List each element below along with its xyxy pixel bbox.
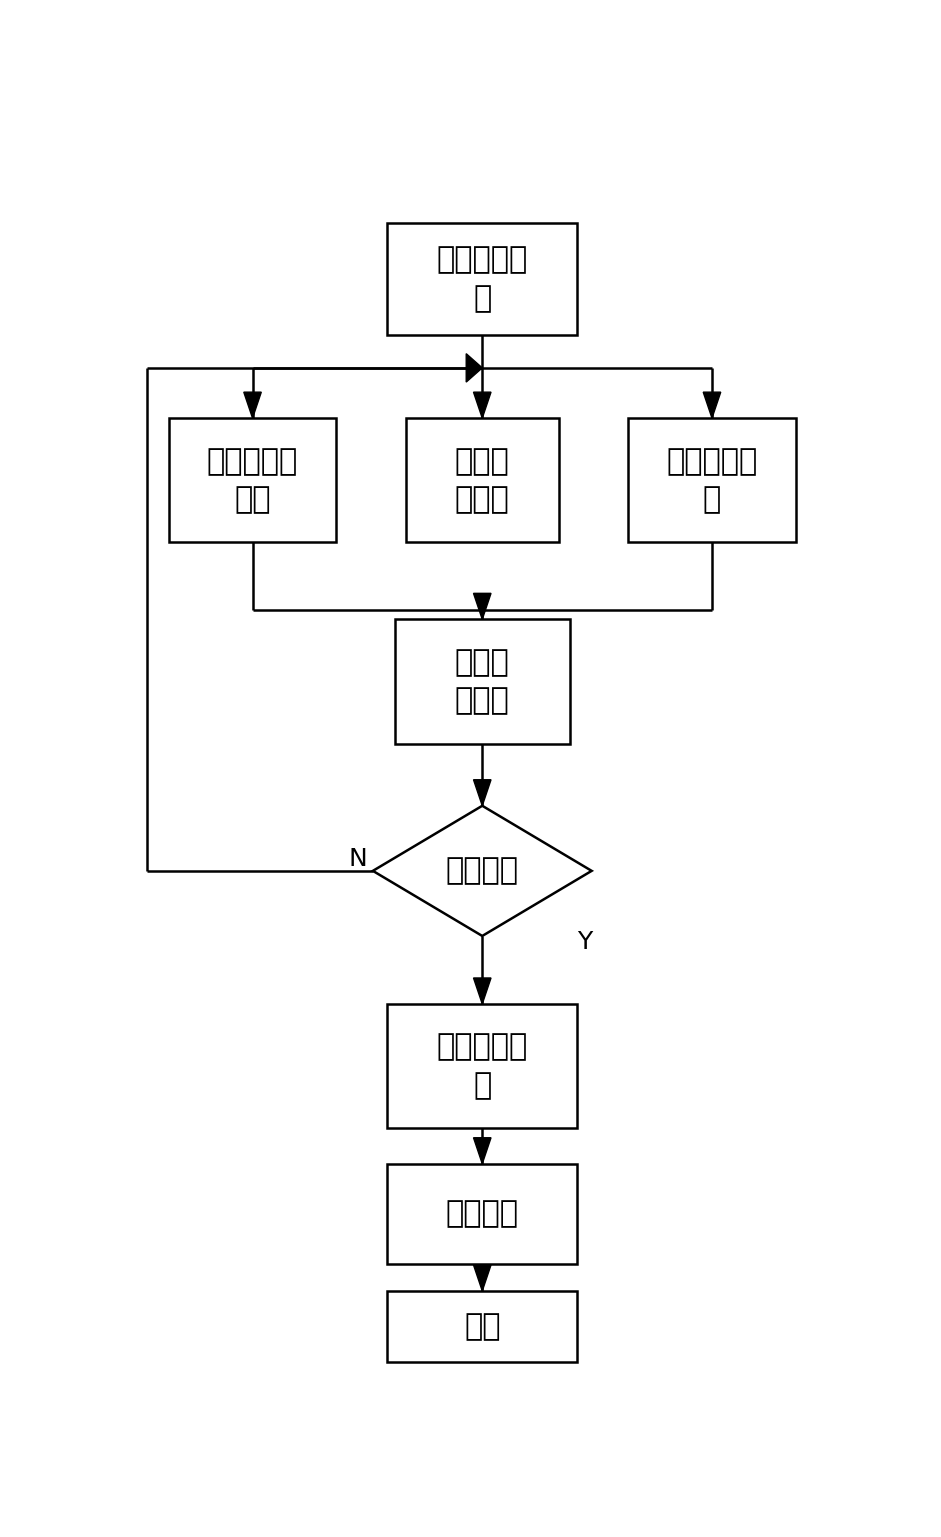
Polygon shape — [473, 1137, 491, 1164]
Text: 生成数据文
件: 生成数据文 件 — [437, 1033, 528, 1100]
Bar — [406, 418, 559, 543]
Text: 采集完成: 采集完成 — [446, 856, 518, 885]
Bar — [168, 418, 336, 543]
Bar — [395, 619, 569, 744]
Text: 采集次数确
定: 采集次数确 定 — [437, 246, 528, 312]
Bar — [388, 1004, 577, 1128]
Bar — [388, 223, 577, 335]
Polygon shape — [244, 392, 262, 418]
Polygon shape — [373, 805, 592, 936]
Polygon shape — [473, 779, 491, 805]
Bar — [388, 1164, 577, 1265]
Text: 机床坐
标位置: 机床坐 标位置 — [455, 447, 510, 513]
Text: N: N — [349, 847, 368, 871]
Polygon shape — [473, 593, 491, 619]
Bar — [388, 1291, 577, 1362]
Polygon shape — [473, 392, 491, 418]
Text: 生成训
练数据: 生成训 练数据 — [455, 649, 510, 715]
Bar — [628, 418, 796, 543]
Polygon shape — [466, 354, 482, 383]
Text: 结束: 结束 — [464, 1313, 501, 1340]
Text: Y: Y — [577, 930, 592, 954]
Text: 误差源信号
采集: 误差源信号 采集 — [207, 447, 298, 513]
Polygon shape — [473, 1265, 491, 1291]
Polygon shape — [703, 392, 721, 418]
Text: 误差信号测
量: 误差信号测 量 — [666, 447, 758, 513]
Text: 训练网络: 训练网络 — [446, 1199, 518, 1228]
Polygon shape — [473, 978, 491, 1004]
